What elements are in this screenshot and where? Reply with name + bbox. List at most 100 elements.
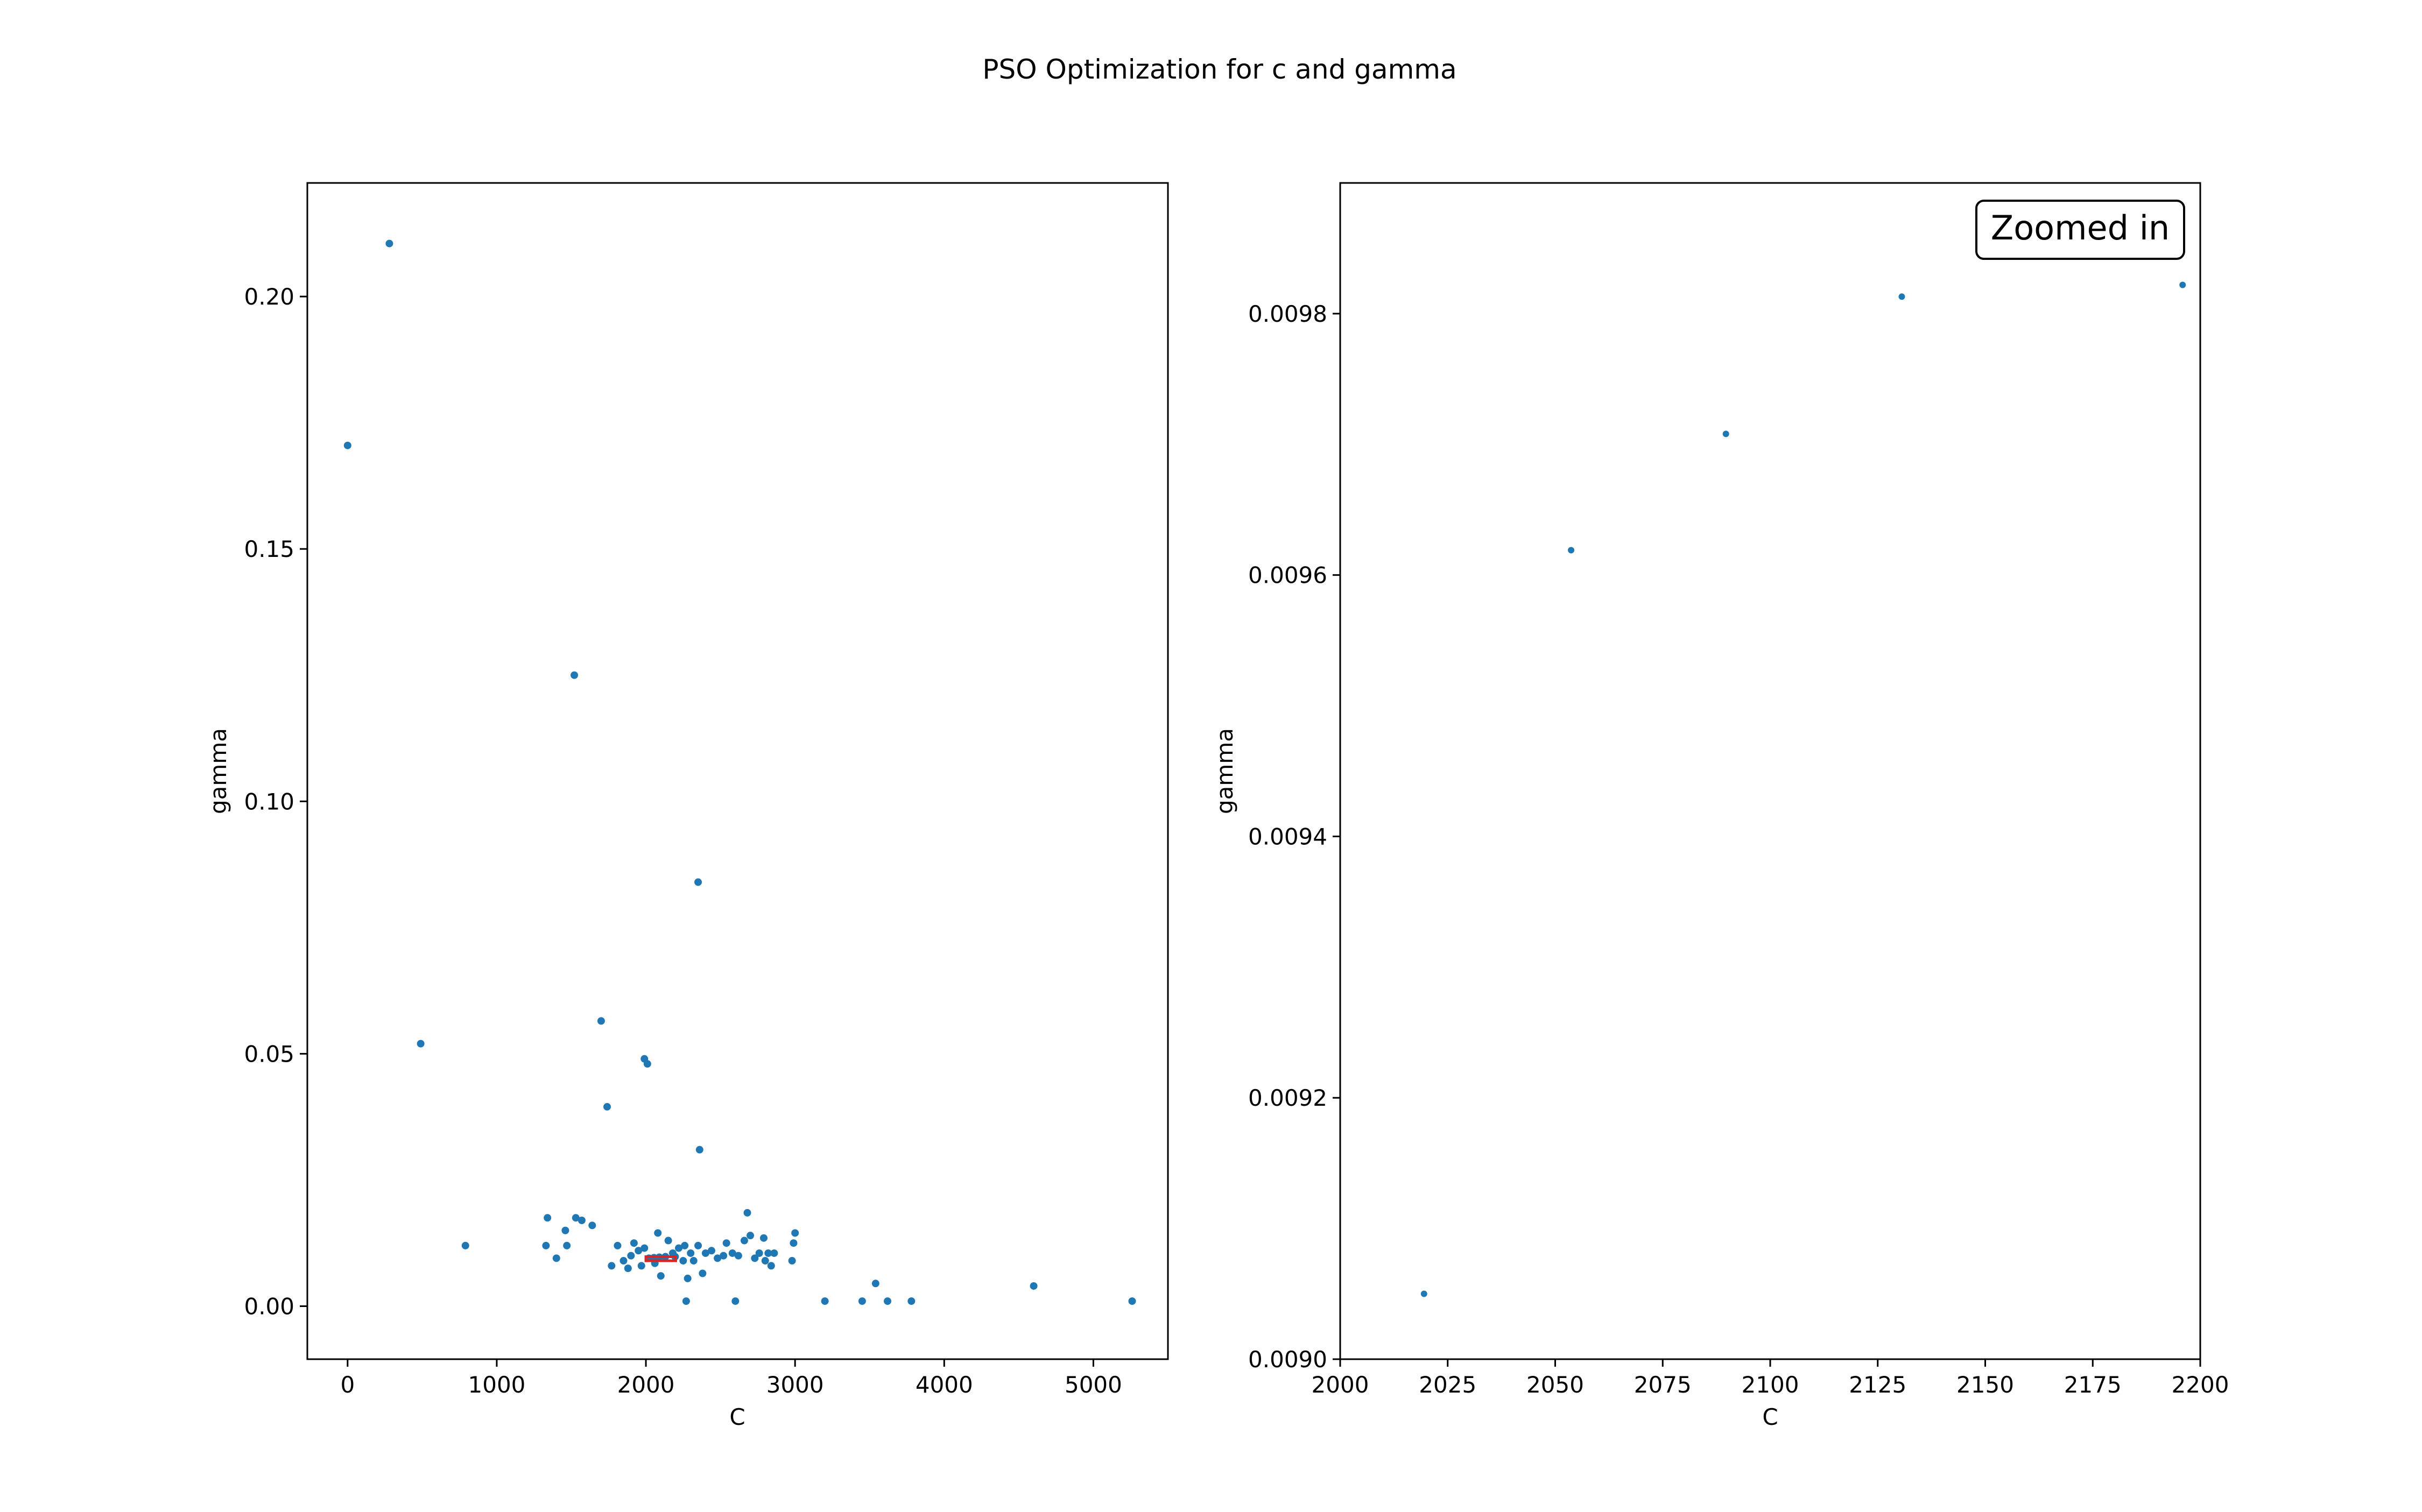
left-point-9	[695, 1146, 703, 1154]
left-y-tick-label-2: 0.10	[244, 788, 294, 815]
right-point-3	[1898, 293, 1905, 300]
left-point-38	[675, 1244, 683, 1252]
right-chart: 2000 2025 2050 2075 2100 2125 2150 2175 2200 0.0…	[1212, 182, 2229, 1430]
left-point-14	[561, 1226, 569, 1234]
left-x-tick-label-2: 2000	[617, 1372, 675, 1398]
left-y-axis-label: gamma	[205, 728, 231, 814]
left-point-48	[708, 1247, 715, 1255]
left-chart: 0 1000 2000 3000 4000 5000 0.000.050.100.150.…	[205, 182, 1169, 1430]
left-point-63	[767, 1262, 775, 1270]
left-point-23	[627, 1252, 635, 1260]
left-point-42	[684, 1274, 692, 1282]
right-y-ticks: 0.0090 0.0092 0.0094 0.0096 0.0098	[1248, 301, 1340, 1373]
left-point-72	[907, 1297, 916, 1305]
left-y-ticks: 0.00 0.05 0.10 0.15 0.20	[244, 284, 307, 1319]
left-point-25	[635, 1247, 643, 1255]
left-point-5	[597, 1017, 605, 1025]
left-y-tick-label-1: 0.05	[244, 1041, 294, 1067]
left-point-62	[764, 1249, 772, 1257]
left-point-61	[761, 1257, 769, 1265]
left-point-4	[417, 1040, 425, 1048]
left-point-11	[542, 1241, 550, 1249]
left-y-tick-label-3: 0.15	[244, 536, 294, 562]
left-point-52	[728, 1249, 736, 1257]
left-point-18	[588, 1221, 596, 1230]
left-point-54	[734, 1252, 742, 1260]
right-x-tick-label-4: 2100	[1742, 1372, 1799, 1398]
left-point-2	[571, 671, 579, 679]
right-point-1	[1568, 547, 1575, 554]
left-point-59	[755, 1249, 763, 1257]
left-point-8	[603, 1103, 611, 1111]
left-point-56	[743, 1209, 751, 1217]
right-y-tick-label-4: 0.0098	[1248, 301, 1327, 327]
right-y-tick-label-3: 0.0096	[1248, 562, 1327, 589]
left-point-69	[858, 1297, 866, 1305]
right-x-tick-label-8: 2200	[2172, 1372, 2229, 1398]
left-point-51	[722, 1239, 730, 1247]
annotation-box	[1975, 200, 2185, 260]
left-point-7	[643, 1060, 651, 1068]
right-x-axis-label: C	[1762, 1404, 1778, 1430]
figure-title: PSO Optimization for c and gamma	[982, 54, 1456, 85]
left-point-71	[884, 1297, 892, 1305]
left-point-10	[461, 1241, 469, 1249]
left-point-50	[720, 1252, 728, 1260]
left-point-55	[740, 1237, 748, 1245]
left-point-44	[689, 1257, 698, 1265]
left-point-60	[760, 1234, 768, 1242]
left-point-49	[714, 1254, 722, 1262]
left-point-73	[1030, 1282, 1038, 1290]
left-point-41	[682, 1297, 690, 1305]
left-point-1	[385, 239, 393, 248]
left-point-3	[694, 878, 702, 886]
left-x-tick-label-1: 1000	[468, 1372, 526, 1398]
left-point-19	[608, 1262, 616, 1270]
left-x-tick-label-4: 4000	[916, 1372, 973, 1398]
right-x-tick-label-6: 2150	[1956, 1372, 2014, 1398]
left-point-24	[630, 1239, 638, 1247]
left-x-tick-label-5: 5000	[1065, 1372, 1122, 1398]
left-point-68	[821, 1297, 829, 1305]
left-point-40	[681, 1241, 689, 1249]
right-y-tick-label-0: 0.0090	[1248, 1346, 1327, 1373]
left-points	[343, 239, 1136, 1305]
left-y-tick-label-0: 0.00	[244, 1293, 294, 1319]
left-x-axis-label: C	[729, 1404, 745, 1430]
right-points	[1420, 281, 2186, 1297]
left-point-31	[654, 1229, 662, 1237]
left-point-66	[790, 1239, 798, 1247]
left-point-39	[679, 1257, 687, 1265]
left-highlight-region	[644, 1255, 677, 1262]
left-point-15	[563, 1241, 571, 1249]
left-point-47	[701, 1249, 709, 1257]
left-point-35	[664, 1237, 672, 1245]
left-x-tick-label-3: 3000	[766, 1372, 824, 1398]
right-point-0	[1420, 1290, 1427, 1297]
left-point-58	[751, 1254, 759, 1262]
right-x-tick-label-7: 2175	[2064, 1372, 2122, 1398]
right-point-4	[2179, 281, 2186, 288]
left-point-0	[343, 441, 351, 449]
left-point-33	[657, 1272, 665, 1280]
left-y-tick-label-4: 0.20	[244, 284, 294, 310]
right-x-tick-label-5: 2125	[1849, 1372, 1906, 1398]
left-point-74	[1128, 1297, 1136, 1305]
left-point-65	[788, 1257, 796, 1265]
left-point-27	[640, 1244, 649, 1252]
left-point-67	[791, 1229, 799, 1237]
left-point-43	[687, 1249, 695, 1257]
right-x-tick-label-3: 2075	[1634, 1372, 1692, 1398]
left-point-57	[747, 1232, 755, 1240]
right-y-tick-label-1: 0.0092	[1248, 1085, 1327, 1111]
right-y-axis-label: gamma	[1212, 728, 1238, 814]
left-point-53	[731, 1297, 740, 1305]
left-point-22	[624, 1264, 632, 1273]
left-point-17	[578, 1217, 586, 1224]
left-point-26	[637, 1262, 645, 1270]
left-point-21	[619, 1257, 628, 1265]
left-point-13	[552, 1254, 560, 1262]
left-point-20	[614, 1241, 622, 1249]
left-point-12	[544, 1214, 552, 1222]
